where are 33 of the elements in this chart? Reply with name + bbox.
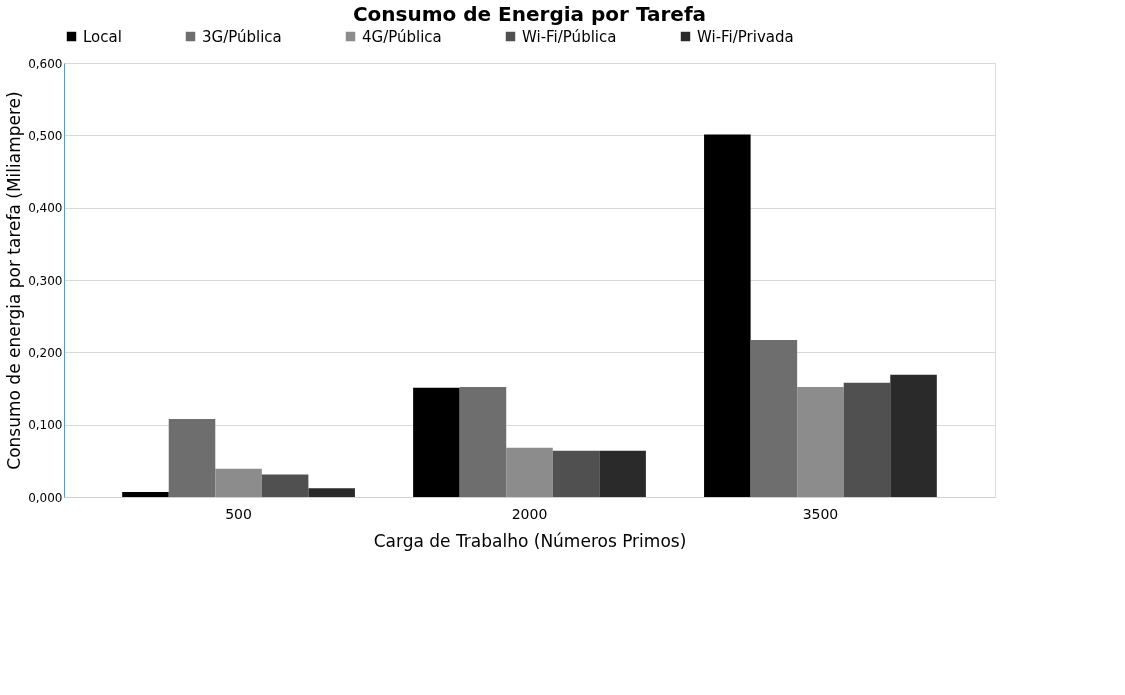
y-axis-title: Consumo de energia por tarefa (Miliampere) — [4, 91, 25, 470]
bar — [599, 450, 646, 497]
x-tick-label: 3500 — [802, 505, 839, 522]
y-tick-label: 0,000 — [28, 490, 63, 505]
x-axis-title: Carga de Trabalho (Números Primos) — [373, 530, 687, 551]
chart-title: Consumo de Energia por Tarefa — [352, 2, 707, 26]
bar — [552, 450, 600, 497]
y-tick-label: 0,200 — [28, 345, 63, 360]
y-tick-label: 0,500 — [28, 128, 63, 143]
x-tick-label: 500 — [225, 505, 252, 522]
bar — [413, 387, 460, 497]
bar — [750, 340, 798, 497]
bar — [261, 474, 309, 497]
legend-label: Wi-Fi/Privada — [697, 27, 794, 46]
legend-label: 4G/Pública — [362, 27, 442, 46]
x-tick-label: 2000 — [511, 505, 548, 522]
bar — [215, 468, 262, 497]
y-tick-label: 0,600 — [28, 56, 63, 71]
bar — [797, 387, 844, 497]
legend-label: Wi-Fi/Pública — [522, 27, 617, 46]
bar — [168, 418, 216, 497]
y-tick-label: 0,300 — [28, 273, 63, 288]
legend-label: 3G/Pública — [202, 27, 282, 46]
bar — [890, 374, 937, 497]
bar — [506, 447, 553, 497]
y-tick-label: 0,100 — [28, 418, 63, 433]
bar — [308, 488, 355, 497]
bar — [704, 134, 751, 497]
bar — [122, 491, 169, 497]
bar — [459, 387, 507, 497]
bar — [843, 382, 891, 497]
y-tick-label: 0,400 — [28, 201, 63, 216]
legend-label: Local — [83, 27, 122, 46]
